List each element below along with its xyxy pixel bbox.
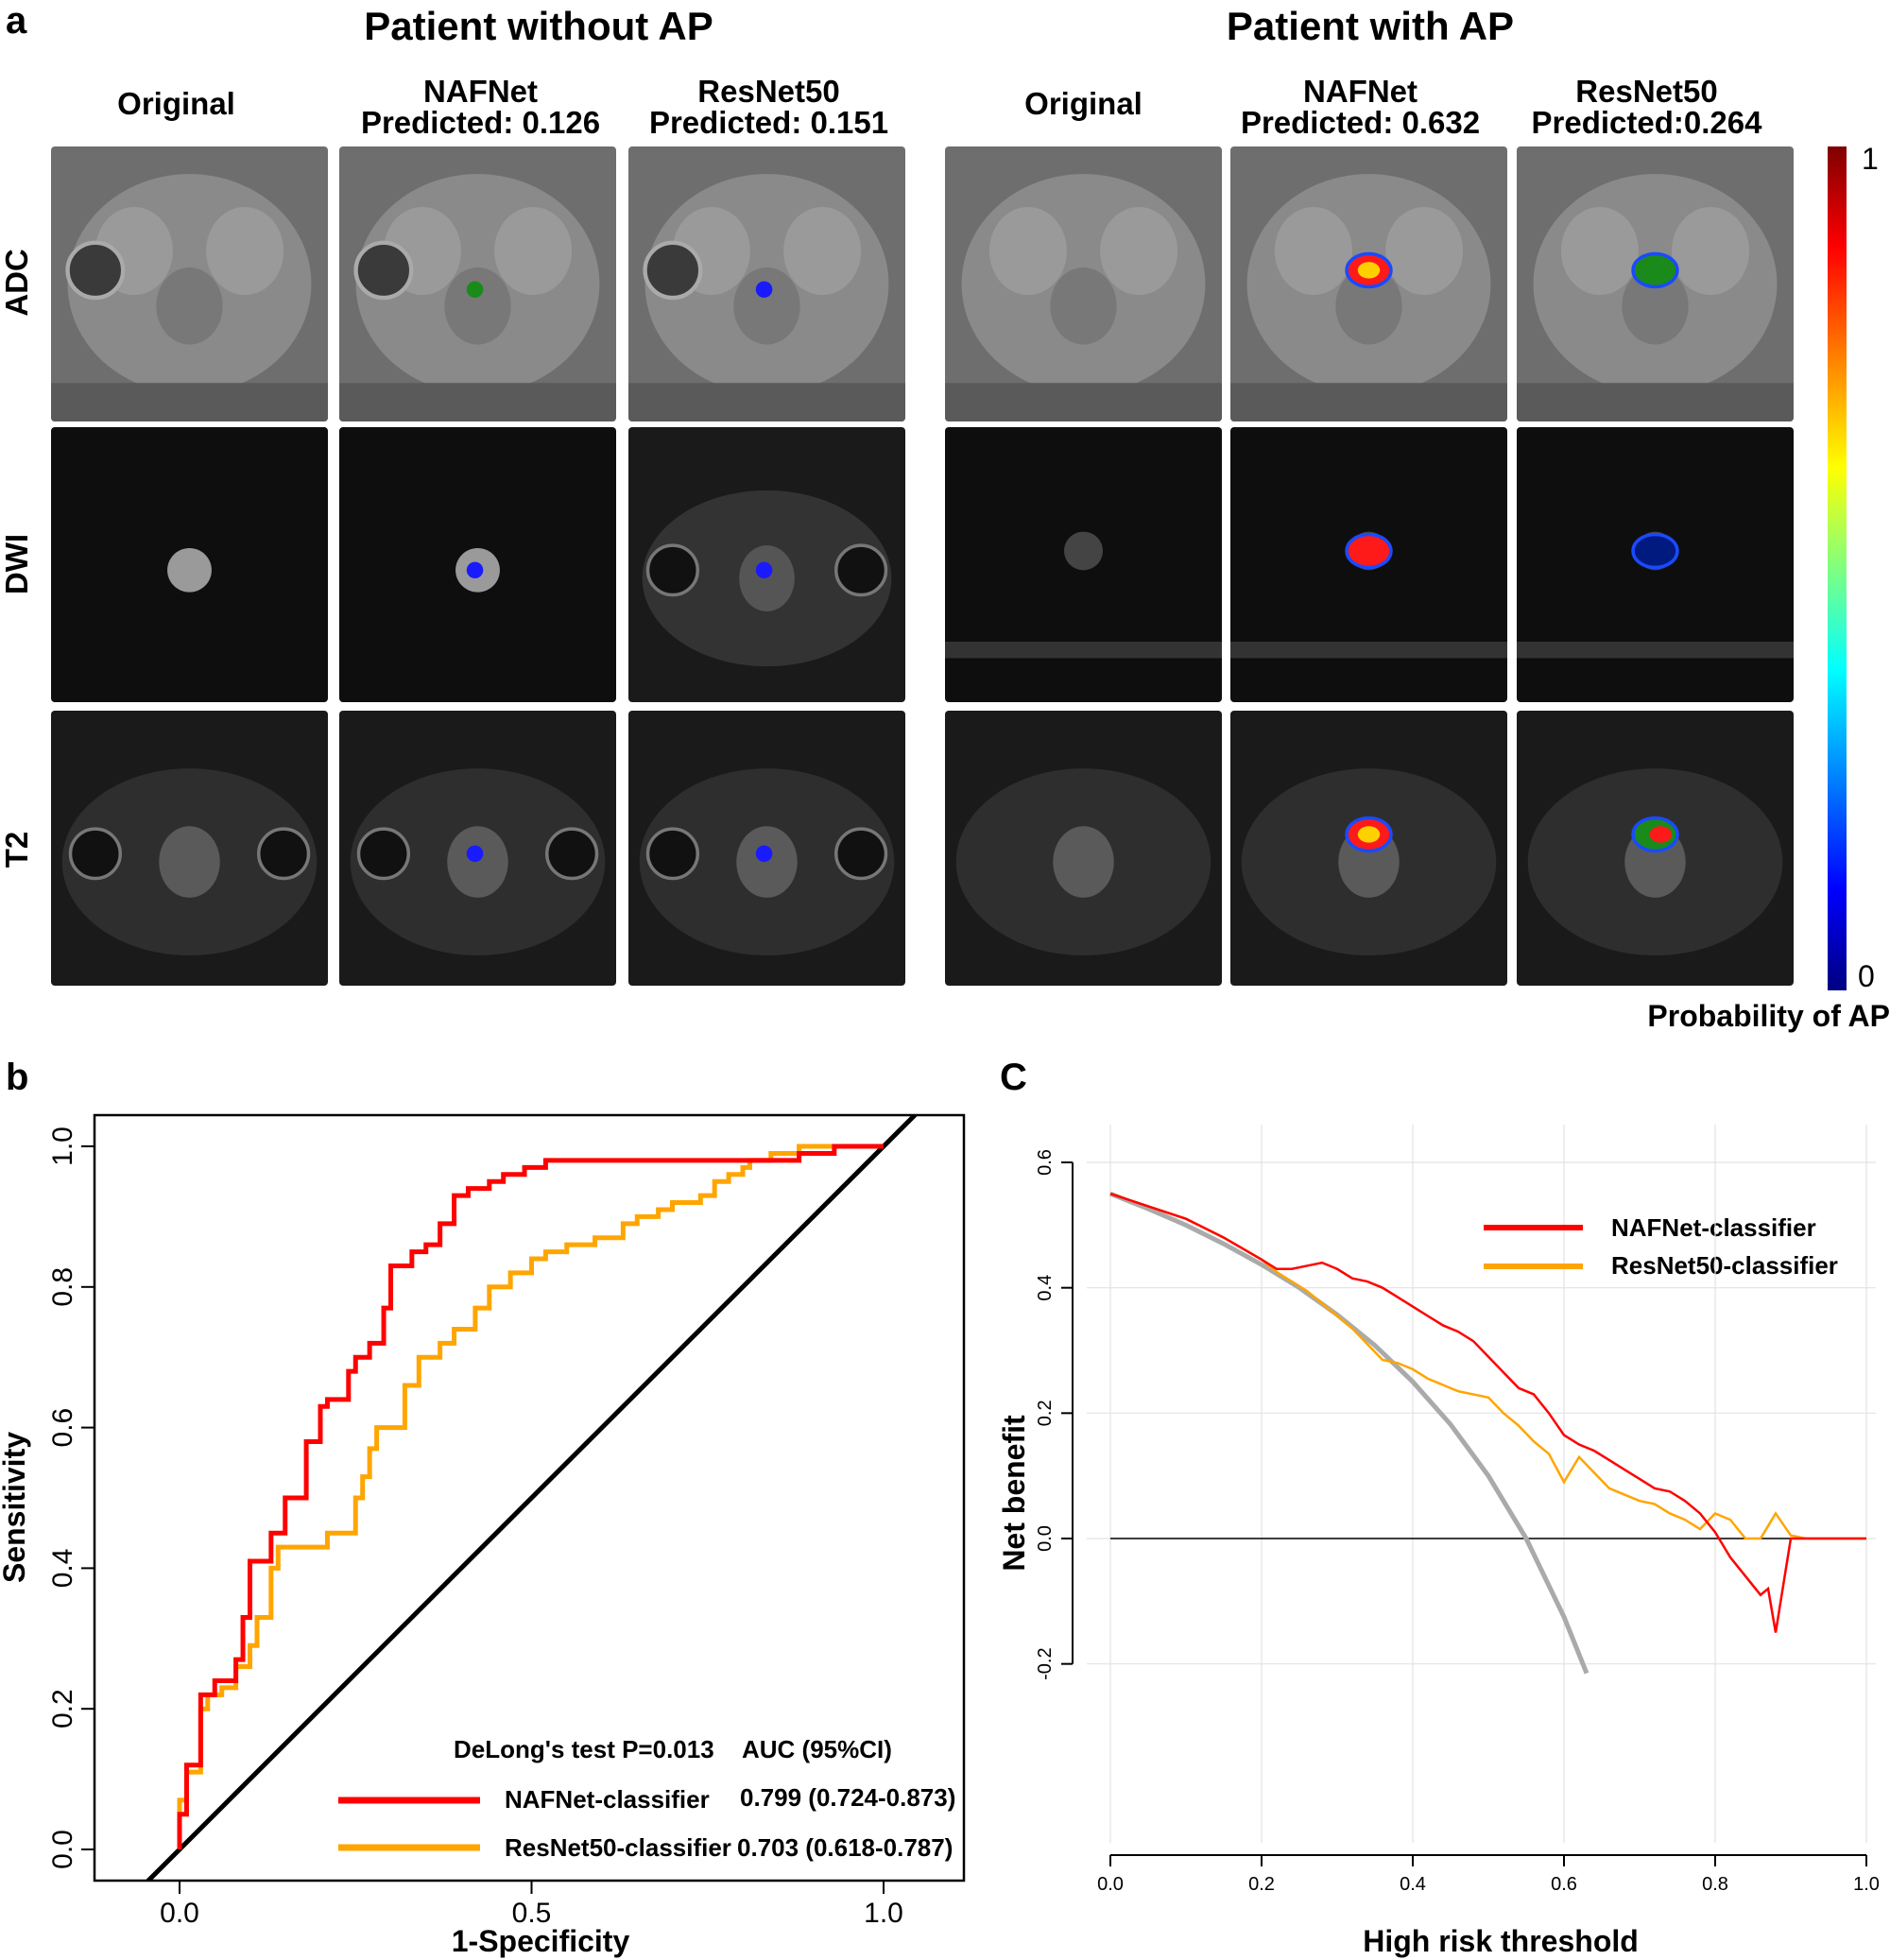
group-title-without-ap: Patient without AP xyxy=(364,4,713,48)
mri-image-adc-resnet-right xyxy=(1517,146,1794,421)
mri-image-dwi-original-right xyxy=(945,427,1222,702)
roc-plot-frame xyxy=(93,1113,966,1883)
mri-image-adc-original-left xyxy=(51,146,328,421)
roc-y-tick-label: 0.2 xyxy=(47,1689,78,1728)
mri-image-adc-nafnet-left xyxy=(339,146,616,421)
column-title-resnet-right: ResNet50 Predicted:0.264 xyxy=(1508,76,1785,138)
column-title-line1: NAFNet xyxy=(423,74,538,109)
panel-a-letter: a xyxy=(6,0,27,42)
roc-y-tick-label: 1.0 xyxy=(47,1126,78,1166)
panel-b-letter: b xyxy=(6,1057,29,1098)
dca-x-tick-label: 0.8 xyxy=(1702,1874,1728,1895)
colorbar-title: Probability of AP xyxy=(1647,999,1890,1033)
dca-curve-nafnet xyxy=(1109,1192,1866,1633)
roc-y-tick-label: 0.4 xyxy=(47,1549,78,1589)
probability-colorbar xyxy=(1828,146,1847,990)
roc-x-tick-label: 0.5 xyxy=(512,1898,552,1929)
column-title-line1: NAFNet xyxy=(1303,74,1418,109)
dca-y-tick-label: -0.2 xyxy=(1035,1647,1056,1679)
dca-curve-resnet xyxy=(1109,1192,1866,1540)
colorbar-max-label: 1 xyxy=(1862,142,1879,176)
column-title-line2: Predicted: 0.126 xyxy=(360,105,601,140)
mri-image-t2-original-right xyxy=(945,711,1222,986)
dca-x-axis-label: High risk threshold xyxy=(1363,1924,1639,1958)
mri-image-adc-nafnet-right xyxy=(1230,146,1507,421)
column-title-line1: ResNet50 xyxy=(1575,74,1718,109)
panel-c-letter: C xyxy=(1000,1057,1027,1098)
dca-legend-label-nafnet: NAFNet-classifier xyxy=(1611,1213,1816,1242)
column-title-line2: Predicted: 0.151 xyxy=(648,105,889,140)
dca-y-tick-label: 0.4 xyxy=(1035,1275,1056,1301)
column-title-line2: Predicted: 0.632 xyxy=(1240,105,1481,140)
roc-y-tick-label: 0.8 xyxy=(47,1267,78,1307)
column-title-original-right: Original xyxy=(945,88,1222,119)
roc-chart: DeLong's test P=0.013 AUC (95%CI) NAFNet… xyxy=(0,1113,966,1958)
dca-y-tick-label: 0.0 xyxy=(1035,1525,1056,1552)
column-title-resnet-left: ResNet50 Predicted: 0.151 xyxy=(630,76,907,138)
mri-image-t2-nafnet-left xyxy=(339,711,616,986)
dca-y-tick-label: 0.6 xyxy=(1035,1149,1056,1176)
column-title-line1: Original xyxy=(117,86,235,121)
dca-y-tick-label: 0.2 xyxy=(1035,1400,1056,1426)
dca-treat-all-curve xyxy=(1109,1191,1589,1675)
dca-x-tick-label: 1.0 xyxy=(1853,1874,1880,1895)
roc-reference-diagonal xyxy=(145,1115,919,1881)
mri-image-dwi-original-left xyxy=(51,427,328,702)
group-title-with-ap: Patient with AP xyxy=(1226,4,1515,48)
mri-image-dwi-nafnet-left xyxy=(339,427,616,702)
roc-x-tick-label: 0.0 xyxy=(160,1898,199,1929)
mri-image-t2-resnet-right xyxy=(1517,711,1794,986)
dca-legend-label-resnet: ResNet50-classifier xyxy=(1611,1251,1838,1280)
dca-x-tick-label: 0.4 xyxy=(1400,1874,1426,1895)
mri-image-dwi-nafnet-right xyxy=(1230,427,1507,702)
row-label-adc: ADC xyxy=(0,249,34,317)
column-title-original-left: Original xyxy=(38,88,315,119)
column-title-line2: Predicted:0.264 xyxy=(1531,105,1762,140)
mri-image-t2-original-left xyxy=(51,711,328,986)
mri-image-t2-nafnet-right xyxy=(1230,711,1507,986)
roc-legend-header: AUC (95%CI) xyxy=(742,1735,892,1763)
decision-curve-chart: NAFNet-classifier ResNet50-classifier Hi… xyxy=(997,1125,1880,1958)
roc-legend-auc-resnet: 0.703 (0.618-0.787) xyxy=(737,1833,953,1862)
dca-y-axis-label: Net benefit xyxy=(997,1415,1031,1572)
column-title-nafnet-left: NAFNet Predicted: 0.126 xyxy=(342,76,619,138)
roc-legend-label-nafnet: NAFNet-classifier xyxy=(505,1785,710,1814)
mri-image-dwi-resnet-left xyxy=(628,427,905,702)
roc-annotation: DeLong's test P=0.013 xyxy=(454,1735,714,1763)
column-title-line1: Original xyxy=(1024,86,1143,121)
dca-x-tick-label: 0.6 xyxy=(1551,1874,1577,1895)
roc-x-axis-label: 1-Specificity xyxy=(452,1924,630,1958)
column-title-line1: ResNet50 xyxy=(697,74,840,109)
roc-legend-label-resnet: ResNet50-classifier xyxy=(505,1833,731,1862)
row-label-t2: T2 xyxy=(0,831,34,868)
roc-y-tick-label: 0.0 xyxy=(47,1830,78,1869)
roc-y-axis-label: Sensitivity xyxy=(0,1432,31,1583)
mri-image-adc-resnet-left xyxy=(628,146,905,421)
dca-x-tick-label: 0.0 xyxy=(1097,1874,1124,1895)
roc-curve-nafnet xyxy=(177,1143,884,1849)
mri-image-adc-original-right xyxy=(945,146,1222,421)
roc-y-tick-label: 0.6 xyxy=(47,1408,78,1448)
mri-image-t2-resnet-left xyxy=(628,711,905,986)
roc-legend-auc-nafnet: 0.799 (0.724-0.873) xyxy=(740,1783,955,1812)
dca-x-tick-label: 0.2 xyxy=(1248,1874,1275,1895)
row-label-dwi: DWI xyxy=(0,533,34,595)
colorbar-min-label: 0 xyxy=(1858,959,1875,993)
column-title-nafnet-right: NAFNet Predicted: 0.632 xyxy=(1222,76,1499,138)
roc-curve-resnet xyxy=(177,1143,884,1849)
roc-x-tick-label: 1.0 xyxy=(864,1898,903,1929)
mri-image-dwi-resnet-right xyxy=(1517,427,1794,702)
